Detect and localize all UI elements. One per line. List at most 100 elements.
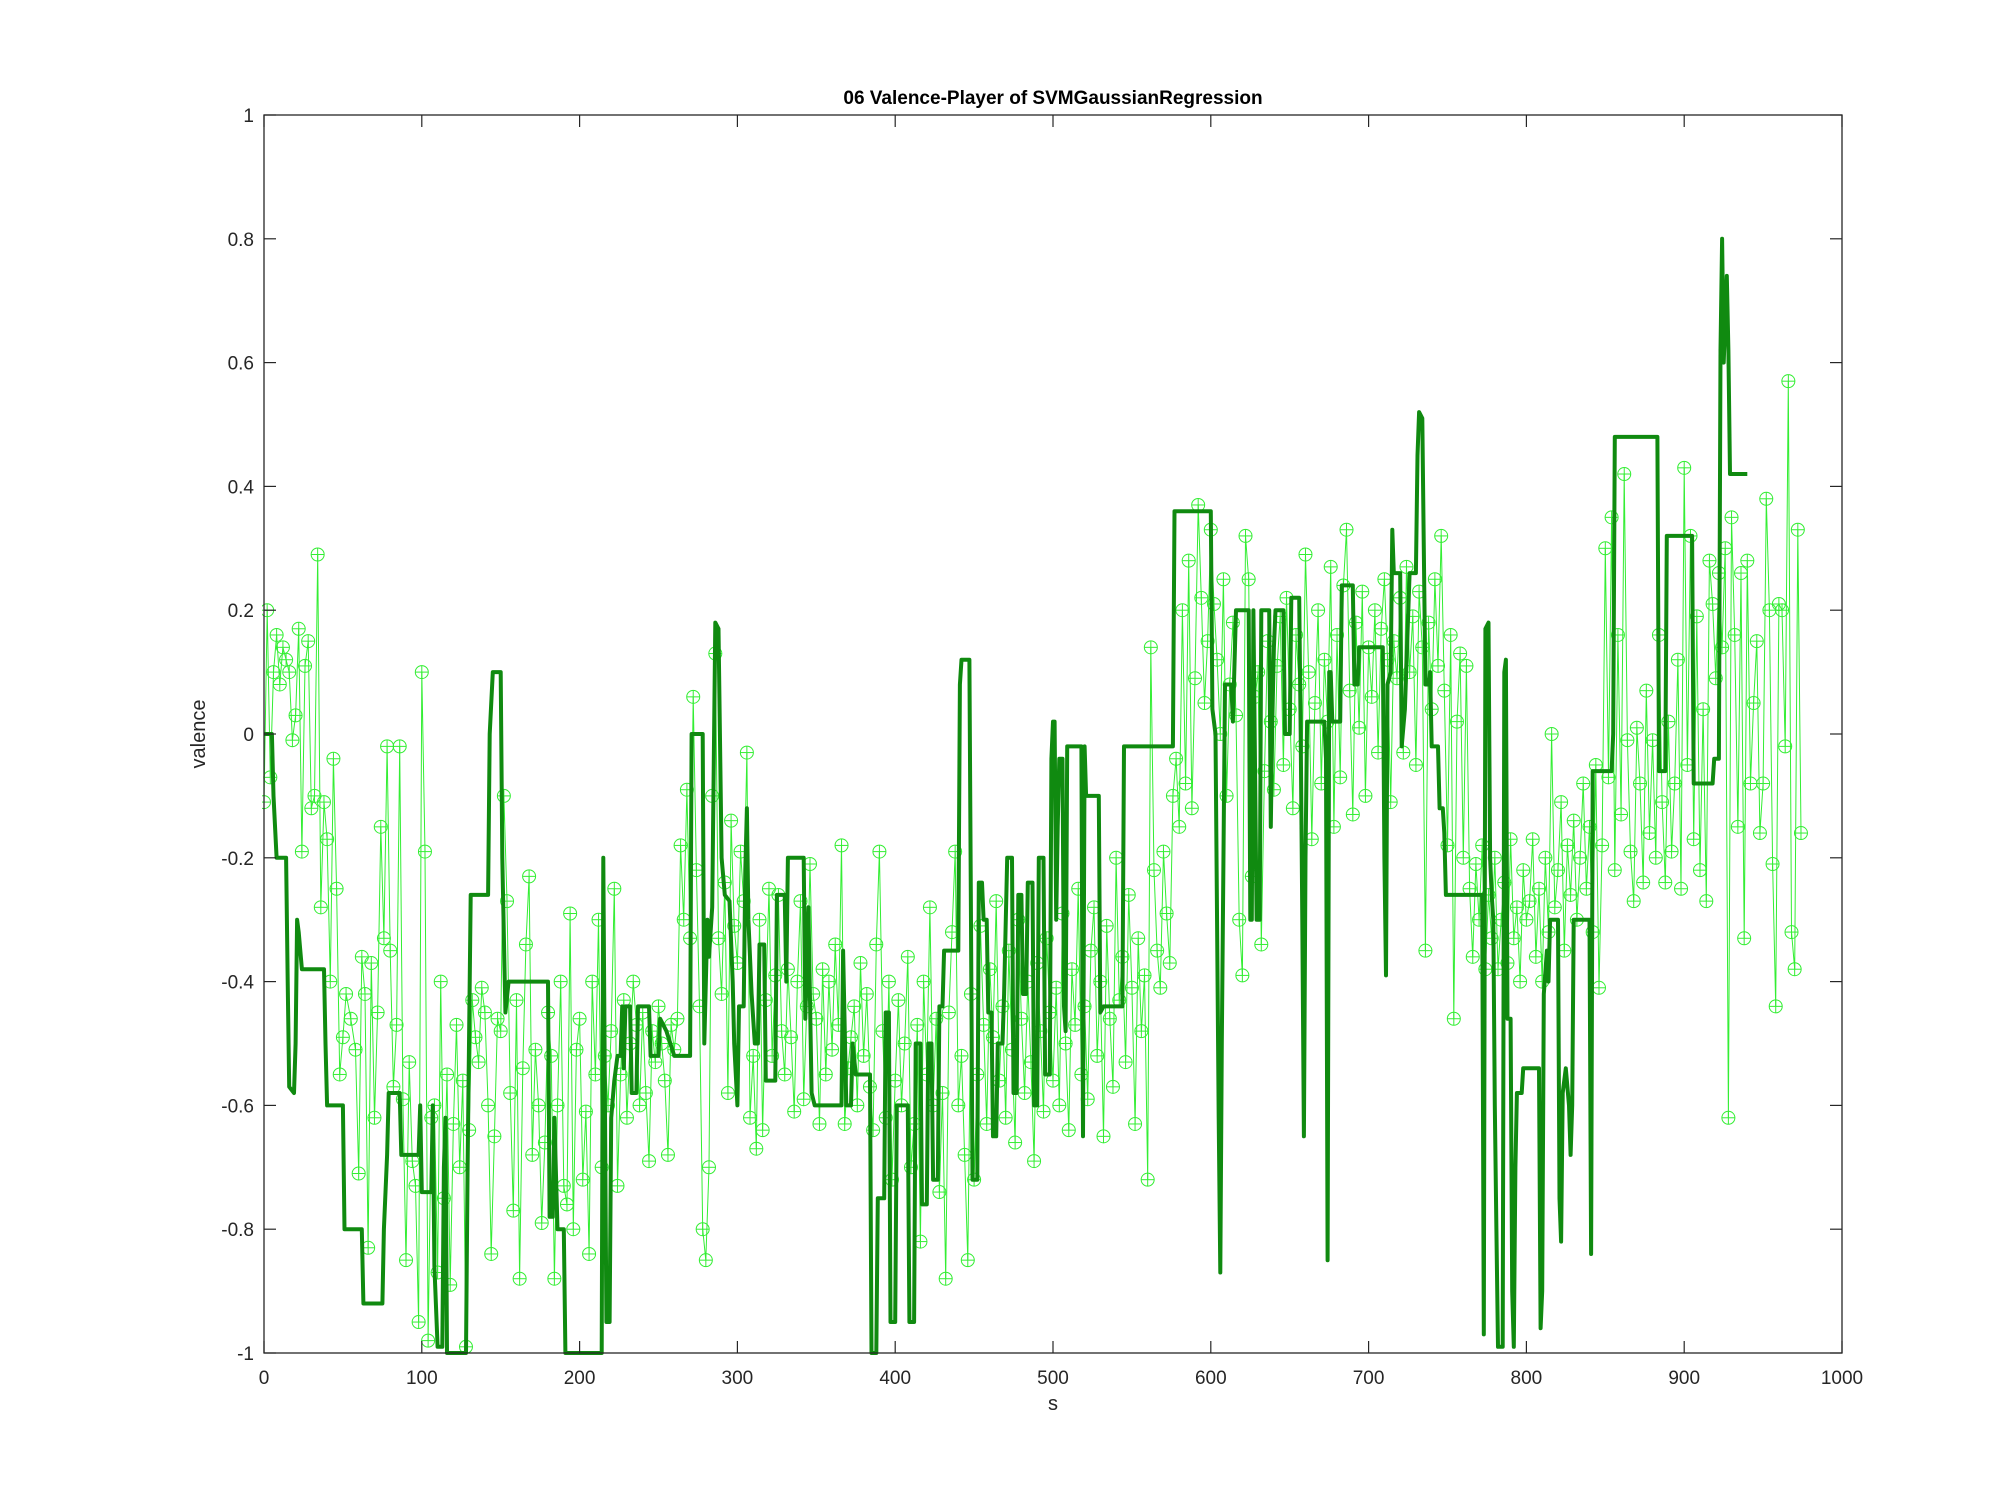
- series-1-point: [607, 881, 622, 896]
- series-1-point: [376, 931, 391, 946]
- y-tick-label: -0.6: [221, 1096, 254, 1117]
- series-1-point: [1102, 1011, 1117, 1026]
- series-1-point: [1036, 1104, 1051, 1119]
- series-1-point: [1083, 943, 1098, 958]
- series-1-point: [291, 621, 306, 636]
- series-1-point: [957, 1147, 972, 1162]
- series-1-point: [698, 1253, 713, 1268]
- series-1-point: [1658, 875, 1673, 890]
- series-1-point: [566, 1222, 581, 1237]
- series-1-point: [1686, 832, 1701, 847]
- series-1-point: [1468, 856, 1483, 871]
- y-tick-label: 0.4: [228, 477, 255, 498]
- series-1-point: [1345, 807, 1360, 822]
- series-1-point: [1696, 702, 1711, 717]
- series-1-point: [828, 937, 843, 952]
- series-1-point: [272, 677, 287, 692]
- series-1-point: [528, 1042, 543, 1057]
- series-1-point: [891, 993, 906, 1008]
- series-1-point: [1775, 603, 1790, 618]
- series-1-point: [414, 665, 429, 680]
- series-1-point: [1595, 838, 1610, 853]
- series-1-point: [695, 1222, 710, 1237]
- series-1-point: [1784, 925, 1799, 940]
- series-1-point: [638, 1086, 653, 1101]
- series-1-point: [1143, 640, 1158, 655]
- series-1-point: [471, 1055, 486, 1070]
- series-1-point: [525, 1147, 540, 1162]
- series-1-point: [440, 1067, 455, 1082]
- series-1-point: [550, 1098, 565, 1113]
- series-1-point: [399, 1253, 414, 1268]
- series-1-point: [518, 937, 533, 952]
- y-tick-label: -0.4: [221, 973, 254, 994]
- series-1-point: [1008, 1135, 1023, 1150]
- x-tick-label: 900: [1668, 1368, 1700, 1389]
- series-1-point: [1781, 374, 1796, 389]
- series-1-point: [496, 788, 511, 803]
- series-1-point: [503, 1086, 518, 1101]
- series-1-point: [572, 1011, 587, 1026]
- series-1-point: [1456, 850, 1471, 865]
- series-1-point: [1105, 1079, 1120, 1094]
- series-1-point: [1528, 949, 1543, 964]
- y-tick-label: -0.8: [221, 1220, 254, 1241]
- series-1-point: [938, 1271, 953, 1286]
- series-1-point: [1377, 572, 1392, 587]
- series-1-point: [1118, 1055, 1133, 1070]
- series-1-point: [1427, 572, 1442, 587]
- series-1-point: [720, 1086, 735, 1101]
- series-1-point: [1162, 956, 1177, 971]
- series-1-point: [787, 1104, 802, 1119]
- x-tick-label: 500: [1037, 1368, 1069, 1389]
- series-1-point: [1449, 714, 1464, 729]
- series-1-point: [1298, 547, 1313, 562]
- series-1-point: [1743, 776, 1758, 791]
- series-1-point: [1301, 665, 1316, 680]
- series-1-point: [1096, 1129, 1111, 1144]
- series-1-point: [1323, 559, 1338, 574]
- x-tick-label: 100: [406, 1368, 438, 1389]
- series-1-point: [1793, 826, 1808, 841]
- series-1-point: [1175, 603, 1190, 618]
- series-layer: [262, 236, 1808, 1355]
- y-tick-label: 1: [243, 106, 254, 127]
- series-1-point: [1046, 1073, 1060, 1088]
- series-1-point: [1702, 553, 1717, 568]
- x-tick-label: 200: [564, 1368, 596, 1389]
- series-1-point: [1358, 788, 1373, 803]
- series-1-point: [512, 1271, 527, 1286]
- series-1-point: [1443, 627, 1458, 642]
- series-1-point: [1576, 776, 1591, 791]
- series-1-point: [711, 931, 726, 946]
- series-1-point: [370, 1005, 385, 1020]
- series-1-point: [1178, 776, 1193, 791]
- series-1-point: [670, 1011, 685, 1026]
- series-1-point: [481, 1098, 496, 1113]
- series-1-point: [1623, 844, 1638, 859]
- series-1-point: [452, 1160, 467, 1175]
- x-tick-label: 400: [879, 1368, 911, 1389]
- series-1-point: [1563, 887, 1578, 902]
- series-1-point: [1778, 739, 1793, 754]
- series-1-point: [1677, 460, 1692, 475]
- series-1-point: [1532, 881, 1547, 896]
- series-1-point: [1674, 881, 1689, 896]
- series-1-point: [1367, 603, 1382, 618]
- series-1-point: [881, 974, 896, 989]
- series-1-point: [916, 974, 931, 989]
- series-1-point: [1554, 795, 1569, 810]
- series-1-point: [389, 1017, 404, 1032]
- series-1-point: [1573, 850, 1588, 865]
- series-1-point: [1140, 1172, 1155, 1187]
- series-1-point: [1437, 683, 1452, 698]
- series-1-point: [316, 795, 331, 810]
- series-1-point: [484, 1246, 499, 1261]
- x-tick-label: 0: [259, 1368, 270, 1389]
- series-1-point: [1610, 627, 1625, 642]
- series-1-point: [626, 974, 641, 989]
- series-1-point: [676, 912, 691, 927]
- series-1-point: [1374, 621, 1389, 636]
- series-1-point: [1206, 597, 1221, 612]
